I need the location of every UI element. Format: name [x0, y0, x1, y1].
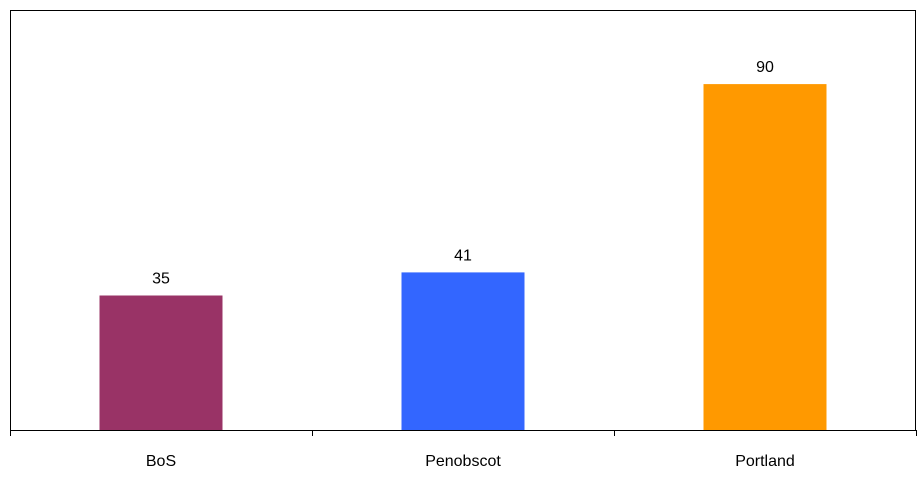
category-label: Portland [735, 453, 795, 470]
category-label: BoS [146, 453, 176, 470]
bar-bos [99, 295, 223, 430]
data-labels-layer: 35 41 90 [152, 59, 774, 287]
bars-layer [99, 84, 827, 430]
bar-penobscot [401, 272, 525, 430]
bar-portland [703, 84, 827, 430]
x-axis-tick-labels: BoS Penobscot Portland [146, 453, 795, 470]
data-label: 41 [454, 247, 472, 264]
data-label: 35 [152, 271, 170, 288]
data-label: 90 [756, 59, 774, 76]
category-label: Penobscot [425, 453, 501, 470]
